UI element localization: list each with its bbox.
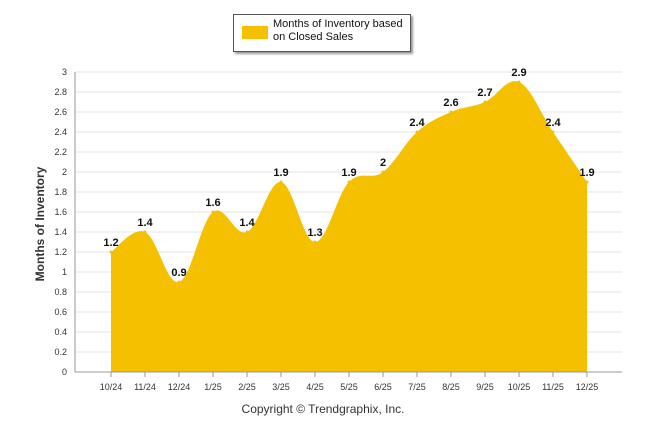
data-point: [449, 110, 453, 114]
y-tick-label: 0.6: [54, 307, 67, 317]
legend-swatch: [242, 26, 268, 39]
legend-label: Months of Inventory based on Closed Sale…: [273, 18, 409, 44]
data-label: 2: [380, 157, 386, 169]
data-label: 1.9: [341, 167, 356, 179]
data-point: [381, 170, 385, 174]
y-tick-label: 0.8: [54, 287, 67, 297]
data-label: 1.6: [205, 197, 220, 209]
x-tick-label: 6/25: [374, 382, 392, 392]
data-point: [211, 210, 215, 214]
data-point: [585, 180, 589, 184]
x-tick-label: 12/24: [168, 382, 191, 392]
x-tick-label: 12/25: [576, 382, 599, 392]
data-label: 1.9: [579, 167, 594, 179]
series-area: [111, 81, 587, 373]
y-tick-label: 2.6: [54, 107, 67, 117]
x-tick-label: 10/25: [508, 382, 531, 392]
data-point: [313, 240, 317, 244]
y-tick-label: 3: [62, 67, 67, 77]
x-tick-label: 10/24: [100, 382, 123, 392]
data-label: 2.4: [409, 117, 425, 129]
x-tick-label: 8/25: [442, 382, 460, 392]
x-tick-label: 7/25: [408, 382, 426, 392]
y-tick-label: 1.2: [54, 247, 67, 257]
data-label: 1.9: [273, 167, 288, 179]
legend-label-line1: Months of Inventory based: [273, 18, 403, 30]
legend-label-line2: on Closed Sales: [273, 31, 354, 43]
data-label: 1.2: [103, 237, 118, 249]
x-tick-label: 2/25: [238, 382, 256, 392]
data-point: [177, 280, 181, 284]
data-point: [347, 180, 351, 184]
data-label: 1.4: [239, 217, 255, 229]
y-tick-label: 0.4: [54, 327, 67, 337]
data-label: 2.9: [511, 67, 526, 79]
data-point: [551, 130, 555, 134]
y-tick-label: 0.2: [54, 347, 67, 357]
data-label: 0.9: [171, 267, 186, 279]
data-label: 2.6: [443, 97, 458, 109]
data-point: [279, 180, 283, 184]
data-label: 2.4: [545, 117, 561, 129]
x-tick-label: 11/25: [542, 382, 564, 392]
y-tick-label: 2.4: [54, 127, 67, 137]
data-label: 1.4: [137, 217, 153, 229]
y-tick-label: 2.8: [54, 87, 67, 97]
data-label: 2.7: [477, 87, 492, 99]
x-tick-label: 3/25: [272, 382, 290, 392]
data-point: [415, 130, 419, 134]
x-tick-label: 11/24: [134, 382, 156, 392]
y-tick-label: 0: [62, 367, 67, 377]
y-tick-label: 2: [62, 167, 67, 177]
y-tick-label: 2.2: [54, 147, 67, 157]
copyright-text: Copyright © Trendgraphix, Inc.: [241, 402, 405, 416]
x-tick-label: 5/25: [340, 382, 358, 392]
y-tick-label: 1.6: [54, 207, 67, 217]
data-point: [245, 230, 249, 234]
data-point: [517, 80, 521, 84]
y-tick-label: 1: [62, 267, 67, 277]
chart-legend: Months of Inventory based on Closed Sale…: [233, 14, 411, 52]
x-tick-label: 1/25: [204, 382, 222, 392]
x-tick-label: 9/25: [476, 382, 494, 392]
data-point: [109, 250, 113, 254]
x-tick-label: 4/25: [306, 382, 324, 392]
data-point: [143, 230, 147, 234]
data-label: 1.3: [307, 227, 322, 239]
y-tick-label: 1.4: [54, 227, 67, 237]
data-point: [483, 100, 487, 104]
y-tick-label: 1.8: [54, 187, 67, 197]
